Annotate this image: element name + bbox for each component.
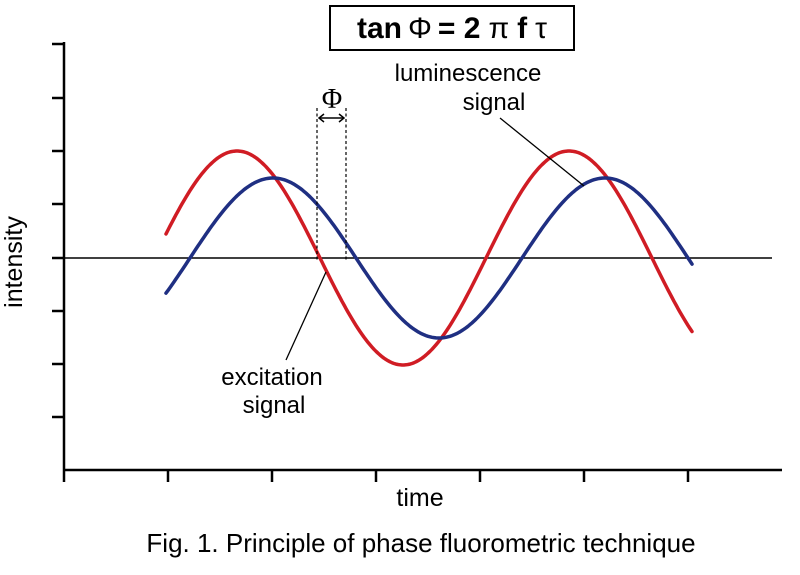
formula-frame — [329, 5, 575, 51]
luminescence-label-line2: signal — [463, 89, 526, 116]
excitation-annotation: excitation signal — [221, 271, 327, 419]
phase-arrowhead-left — [317, 113, 325, 123]
formula-equals-two: = 2 — [438, 12, 481, 45]
excitation-label-line2: signal — [243, 392, 306, 419]
luminescence-signal-curve — [164, 176, 694, 340]
luminescence-annotation: luminescence signal — [395, 60, 585, 187]
y-axis-ticks — [52, 42, 64, 419]
luminescence-leader-line — [499, 117, 585, 187]
x-axis-ticks — [62, 470, 690, 482]
phase-label: Φ — [322, 84, 342, 115]
excitation-label-line1: excitation — [221, 364, 322, 391]
phase-shift-marker: Φ — [316, 84, 347, 262]
axes — [52, 42, 782, 482]
luminescence-label-line1: luminescence — [395, 60, 542, 87]
excitation-signal-curve — [164, 149, 694, 367]
figure-caption: Fig. 1. Principle of phase fluorometric … — [146, 528, 695, 558]
formula-phi: Φ — [408, 12, 432, 45]
formula-pi: π — [488, 12, 509, 45]
excitation-leader-line — [285, 271, 327, 361]
y-axis-label: intensity — [0, 216, 28, 308]
x-axis-label: time — [396, 484, 443, 512]
formula-tau: τ — [535, 12, 547, 45]
formula-tan: tan — [357, 12, 402, 45]
formula-f: f — [517, 12, 528, 45]
phase-arrowhead-right — [338, 113, 346, 123]
